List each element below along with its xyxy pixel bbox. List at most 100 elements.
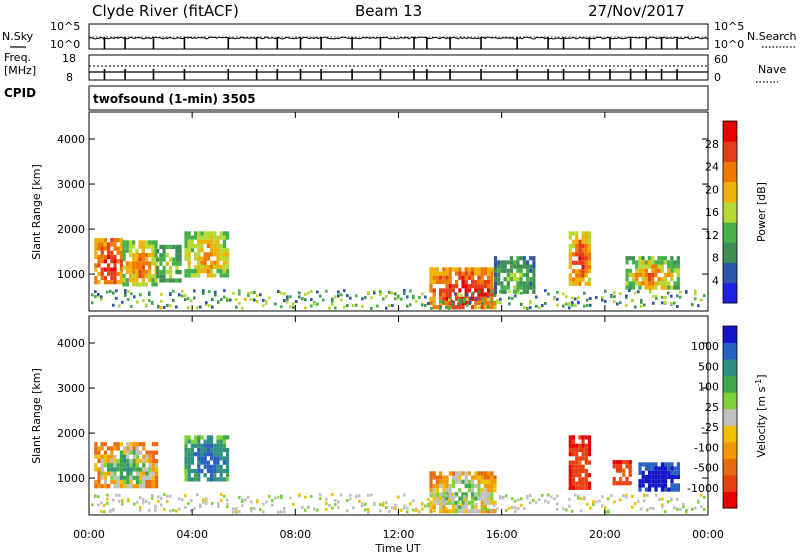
date-title: 27/Nov/2017 [588, 2, 685, 20]
range-gate-cell [298, 493, 301, 497]
range-gate-cell [595, 500, 598, 504]
range-gate-cell [458, 488, 462, 493]
range-gate-cell [493, 305, 497, 310]
range-gate-cell [638, 466, 642, 471]
range-gate-cell [568, 481, 572, 486]
range-gate-cell [97, 294, 100, 298]
range-gate-cell [439, 288, 443, 293]
range-gate-cell [532, 272, 536, 278]
range-gate-cell [525, 281, 530, 286]
range-gate-cell [253, 507, 256, 510]
range-gate-cell [94, 254, 98, 260]
range-gate-cell [638, 281, 642, 286]
range-gate-cell [480, 488, 484, 493]
range-gate-cell [625, 495, 628, 499]
range-gate-cell [178, 253, 182, 258]
range-gate-cell [673, 268, 677, 273]
range-gate-cell [352, 506, 355, 510]
velocity-colorbar-swatch [723, 375, 737, 393]
range-gate-cell [103, 479, 107, 485]
range-gate-cell [700, 298, 703, 302]
range-gate-cell [581, 277, 585, 282]
range-gate-cell [349, 497, 352, 501]
range-gate-cell [568, 464, 572, 469]
range-gate-cell [529, 264, 533, 269]
range-gate-cell [682, 505, 685, 509]
range-gate-cell [222, 456, 226, 461]
range-gate-cell [129, 450, 133, 455]
range-gate-cell [451, 479, 455, 484]
range-gate-cell [129, 463, 133, 468]
range-gate-cell [97, 246, 101, 251]
range-gate-cell [219, 256, 223, 261]
range-gate-cell [118, 304, 121, 308]
range-gate-cell [622, 472, 626, 477]
range-gate-cell [424, 295, 427, 299]
range-gate-cell [103, 475, 107, 480]
range-gate-cell [660, 466, 664, 471]
range-gate-cell [584, 239, 588, 244]
range-gate-cell [467, 288, 471, 293]
range-gate-cell [100, 501, 103, 505]
range-gate-cell [478, 509, 481, 513]
range-gate-cell [571, 447, 576, 453]
time-tick-label: 04:00 [176, 528, 208, 541]
range-gate-cell [538, 306, 541, 309]
range-gate-cell [113, 471, 117, 476]
range-gate-cell [139, 505, 142, 509]
range-gate-cell [412, 499, 415, 503]
range-gate-cell [184, 243, 188, 249]
range-gate-cell [697, 500, 700, 504]
range-gate-cell [480, 496, 484, 501]
range-gate-cell [511, 497, 514, 501]
range-gate-cell [638, 462, 642, 467]
range-gate-cell [651, 466, 655, 471]
range-gate-cell [119, 250, 123, 255]
range-gate-cell [219, 248, 223, 253]
range-gate-cell [517, 291, 520, 295]
range-gate-cell [203, 447, 207, 453]
range-gate-cell [262, 304, 265, 308]
range-gate-cell [429, 509, 433, 514]
range-gate-cell [429, 275, 433, 280]
range-gate-cell [634, 305, 637, 309]
range-gate-cell [184, 235, 188, 240]
range-gate-cell [581, 464, 585, 469]
range-gate-cell [178, 293, 181, 297]
range-gate-cell [445, 275, 449, 280]
range-gate-cell [429, 488, 433, 493]
range-gate-cell [238, 301, 241, 305]
range-gate-cell [216, 464, 220, 469]
range-gate-cell [172, 257, 176, 262]
range-gate-cell [219, 439, 223, 444]
range-gate-cell [529, 277, 533, 282]
range-gate-cell [165, 261, 169, 266]
range-gate-cell [467, 471, 471, 476]
range-gate-cell [427, 502, 430, 506]
noise-bottom-tick-right: 10^0 [714, 38, 744, 51]
range-gate-cell [535, 295, 538, 299]
range-gate-cell [138, 257, 142, 262]
range-gate-cell [506, 272, 510, 278]
range-gate-cell [160, 299, 163, 303]
range-gate-cell [641, 474, 645, 480]
range-gate-cell [148, 463, 152, 468]
range-gate-cell [144, 273, 149, 279]
range-gate-cell [478, 290, 481, 294]
range-gate-cell [506, 268, 510, 273]
range-gate-cell [435, 483, 439, 489]
range-gate-cell [676, 272, 680, 278]
range-gate-cell [156, 265, 160, 270]
range-gate-cell [210, 231, 214, 236]
range-gate-cell [568, 460, 572, 465]
range-gate-cell [222, 269, 226, 274]
range-gate-cell [203, 252, 207, 257]
range-gate-cell [112, 303, 115, 307]
range-gate-cell [679, 508, 682, 511]
range-gate-cell [631, 281, 636, 286]
range-gate-cell [203, 456, 207, 461]
range-gate-cell [568, 281, 572, 286]
range-gate-cell [644, 264, 648, 269]
range-gate-cell [226, 477, 230, 482]
range-gate-cell [203, 235, 207, 240]
